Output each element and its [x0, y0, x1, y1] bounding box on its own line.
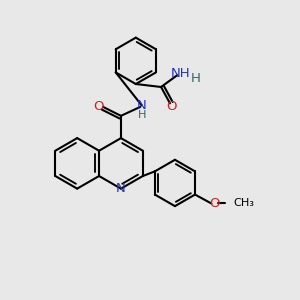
Text: H: H	[137, 110, 146, 120]
Text: O: O	[166, 100, 177, 113]
Text: CH₃: CH₃	[234, 199, 255, 208]
Text: NH: NH	[171, 67, 191, 80]
Text: H: H	[191, 72, 201, 85]
Text: O: O	[210, 197, 220, 210]
Text: N: N	[116, 182, 126, 195]
Text: O: O	[93, 100, 104, 113]
Text: N: N	[137, 99, 147, 112]
